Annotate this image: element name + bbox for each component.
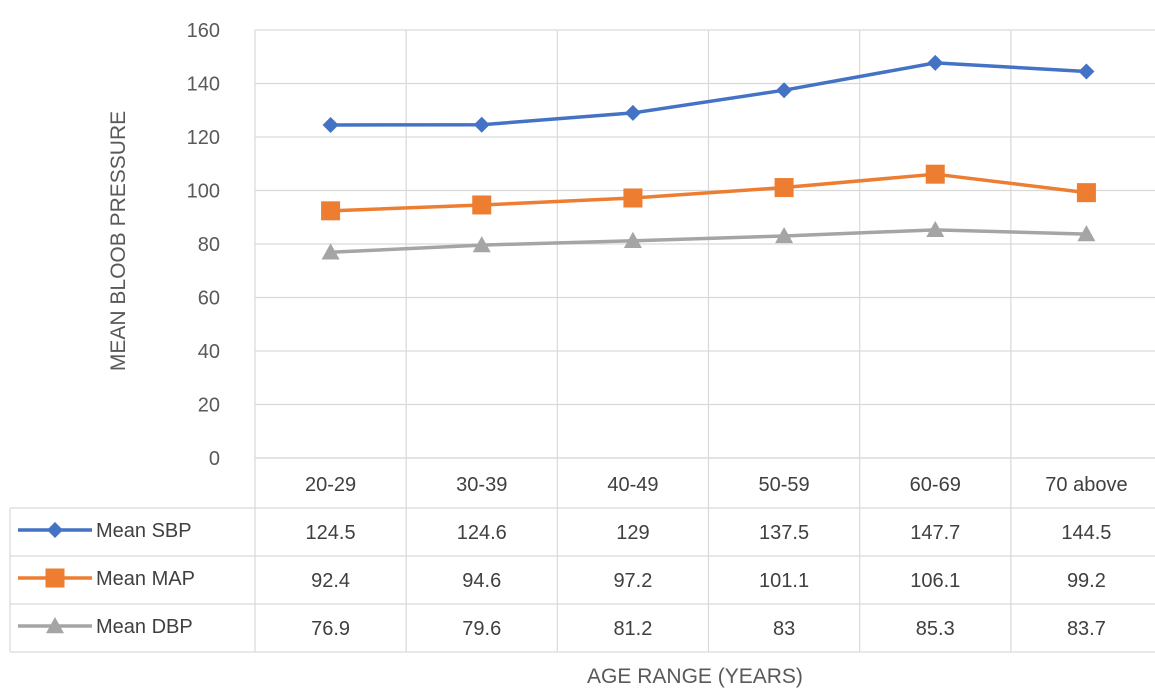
legend-key: Mean DBP: [18, 616, 193, 638]
data-label: 94.6: [462, 570, 501, 592]
data-point: [1076, 183, 1096, 203]
x-tick-label: 70 above: [1045, 474, 1127, 496]
data-label: 81.2: [613, 618, 652, 640]
data-point: [775, 226, 794, 244]
data-label: 106.1: [910, 570, 960, 592]
data-label: 137.5: [759, 522, 809, 544]
data-point: [927, 54, 944, 71]
x-axis-title: AGE RANGE (YEARS): [587, 665, 803, 688]
axis-labels: 0 20 40 60 80 100 120 140 160: [187, 20, 220, 470]
series-mean-dbp: [321, 220, 1096, 260]
data-point: [1077, 225, 1096, 242]
data-label: 124.6: [457, 522, 507, 544]
x-tick-label: 30-39: [456, 474, 507, 496]
data-point: [776, 82, 793, 99]
data-point: [472, 236, 491, 253]
legend-marker: [45, 568, 65, 588]
data-point: [926, 220, 945, 238]
data-point: [322, 116, 339, 133]
data-point: [623, 188, 643, 208]
series-line: [330, 172, 1087, 213]
data-label: 129: [616, 522, 649, 544]
data-label: 83: [773, 618, 795, 640]
data-label: 147.7: [910, 522, 960, 544]
x-tick-label: 60-69: [910, 474, 961, 496]
y-tick-label: 80: [198, 234, 220, 256]
legend-label: Mean SBP: [96, 520, 192, 542]
data-label: 85.3: [916, 618, 955, 640]
data-label: 79.6: [462, 618, 501, 640]
legend-marker: [46, 617, 64, 634]
data-label: 124.5: [306, 522, 356, 544]
legend-key: Mean MAP: [18, 568, 195, 590]
legend-label: Mean DBP: [96, 616, 193, 638]
y-tick-label: 120: [187, 127, 220, 149]
series-mean-sbp: [322, 54, 1095, 133]
legend-label: Mean MAP: [96, 568, 195, 590]
series-mean-map: [321, 164, 1096, 221]
data-point: [774, 178, 794, 198]
data-point: [623, 231, 642, 248]
series-line: [330, 61, 1087, 127]
y-tick-label: 140: [187, 74, 220, 96]
series-lines: [321, 54, 1096, 260]
data-point: [321, 201, 341, 221]
y-tick-label: 160: [187, 20, 220, 42]
data-label: 99.2: [1067, 570, 1106, 592]
data-label: 92.4: [311, 570, 350, 592]
data-label: 101.1: [759, 570, 809, 592]
data-point: [473, 116, 490, 133]
legend-marker: [47, 522, 63, 538]
data-point: [1078, 63, 1095, 80]
data-point: [321, 243, 340, 260]
y-tick-label: 40: [198, 341, 220, 363]
data-point: [624, 104, 641, 121]
data-table: 20-29 30-39 40-49 50-59 60-69 70 above Mean SB…: [9, 457, 1155, 653]
x-tick-label: 20-29: [305, 474, 356, 496]
series-line: [330, 228, 1087, 255]
data-label: 83.7: [1067, 618, 1106, 640]
data-label: 97.2: [613, 570, 652, 592]
data-point: [925, 164, 945, 184]
y-tick-label: 100: [187, 181, 220, 203]
y-tick-label: 60: [198, 288, 220, 310]
data-label: 76.9: [311, 618, 350, 640]
legend-key: Mean SBP: [18, 520, 192, 542]
data-point: [472, 195, 492, 215]
x-tick-label: 50-59: [759, 474, 810, 496]
grid: [254, 29, 1155, 652]
y-tick-label: 0: [209, 448, 220, 470]
data-label: 144.5: [1061, 522, 1111, 544]
y-tick-label: 20: [198, 395, 220, 417]
y-axis-title: MEAN BLOOB PRESSURE: [107, 111, 130, 371]
x-tick-label: 40-49: [607, 474, 658, 496]
